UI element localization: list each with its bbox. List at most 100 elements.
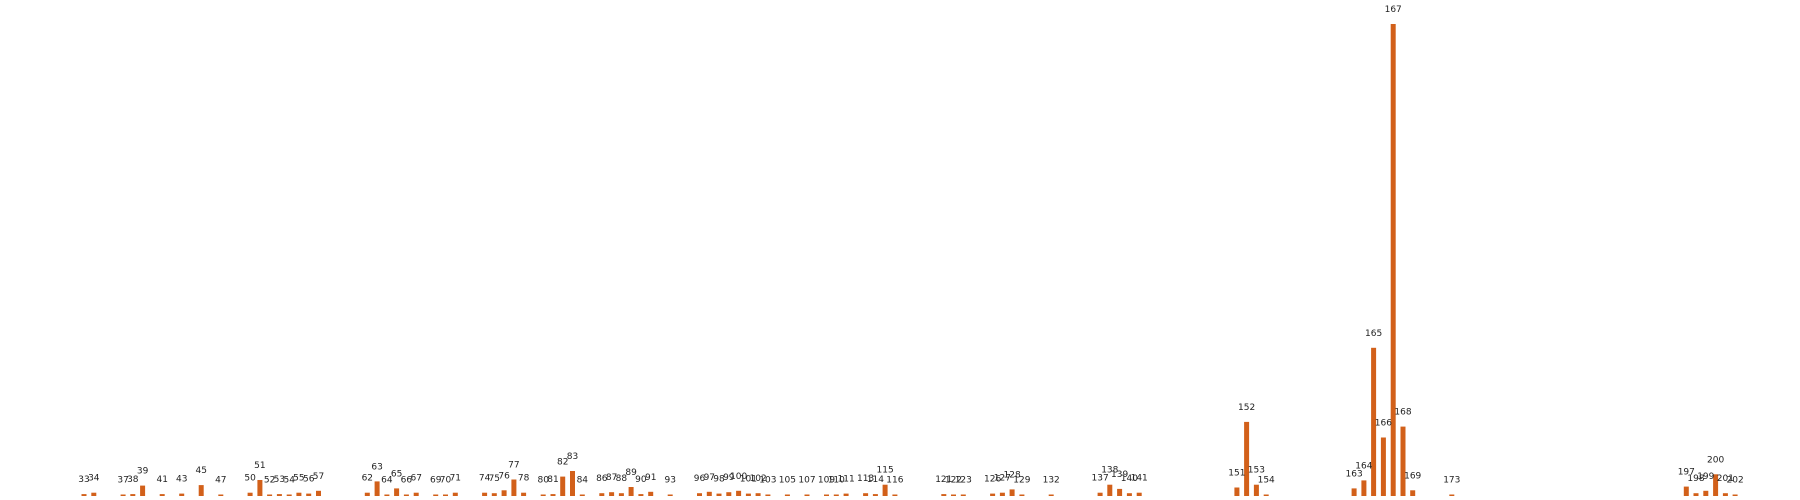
bar-label-168: 168 (1394, 408, 1411, 418)
bar-label-77: 77 (508, 461, 519, 471)
bar-label-111: 111 (838, 475, 855, 485)
bar-54 (286, 494, 292, 496)
bar-65 (394, 488, 400, 496)
bar-label-33: 33 (78, 475, 89, 485)
bar-label-151: 151 (1228, 469, 1245, 479)
bar-label-69: 69 (430, 476, 442, 486)
bar-84 (579, 494, 585, 496)
bar-label-129: 129 (1013, 476, 1030, 486)
bar-41 (159, 494, 165, 496)
bar-110 (833, 494, 839, 496)
bar-label-197: 197 (1678, 468, 1695, 478)
bar-label-202: 202 (1727, 476, 1744, 486)
bar-label-62: 62 (362, 474, 373, 484)
bar-173 (1449, 494, 1455, 496)
bar-111 (843, 493, 849, 496)
bar-82 (560, 476, 566, 496)
bar-label-71: 71 (450, 474, 461, 484)
bar-45 (198, 485, 204, 496)
bar-75 (491, 493, 497, 496)
bar-122 (951, 494, 956, 496)
bar-label-45: 45 (195, 466, 206, 476)
bar-77 (511, 479, 517, 496)
bar-103 (765, 494, 771, 496)
bar-62 (364, 492, 370, 496)
bar-label-67: 67 (410, 474, 421, 484)
bar-label-39: 39 (137, 467, 149, 477)
bar-label-98: 98 (713, 475, 725, 485)
bar-39 (140, 485, 146, 496)
bar-label-123: 123 (955, 476, 972, 486)
bar-76 (501, 490, 507, 496)
bar-88 (618, 493, 624, 496)
bar-81 (550, 494, 556, 496)
bar-label-75: 75 (489, 474, 500, 484)
bar-141 (1136, 492, 1142, 496)
bar-label-107: 107 (798, 476, 815, 486)
bar-label-52: 52 (264, 476, 275, 486)
bar-label-200: 200 (1707, 455, 1724, 465)
bar-70 (443, 494, 448, 496)
bar-label-99: 99 (723, 473, 735, 483)
bar-163 (1351, 488, 1357, 496)
bar-label-105: 105 (779, 476, 796, 486)
bar-129 (1019, 494, 1025, 496)
bar-200 (1713, 474, 1719, 496)
bar-63 (374, 481, 380, 496)
bar-label-43: 43 (176, 475, 187, 485)
bar-label-113: 113 (857, 474, 874, 484)
bar-label-56: 56 (303, 475, 315, 485)
bar-label-165: 165 (1365, 329, 1382, 339)
bar-197 (1683, 486, 1689, 496)
bar-label-91: 91 (645, 473, 656, 483)
bar-164 (1361, 480, 1367, 496)
bar-label-84: 84 (577, 476, 589, 486)
bar-label-74: 74 (479, 474, 491, 484)
bar-label-88: 88 (616, 474, 628, 484)
bar-102 (755, 493, 761, 496)
bar-label-127: 127 (994, 474, 1011, 484)
bar-98 (716, 493, 722, 496)
bar-71 (452, 492, 458, 496)
bar-121 (941, 494, 947, 496)
bar-label-201: 201 (1717, 474, 1734, 484)
bar-label-37: 37 (117, 476, 128, 486)
bar-86 (599, 493, 605, 496)
bar-114 (872, 494, 878, 496)
bar-66 (403, 494, 409, 496)
bar-99 (726, 492, 732, 496)
bar-199 (1703, 490, 1709, 496)
bar-93 (667, 494, 673, 496)
bar-67 (413, 492, 419, 496)
bar-87 (609, 492, 615, 496)
bar-83 (570, 471, 575, 496)
bar-label-128: 128 (1004, 470, 1021, 480)
bar-label-38: 38 (127, 475, 139, 485)
bar-198 (1693, 493, 1699, 496)
bar-label-167: 167 (1385, 5, 1402, 15)
bar-label-132: 132 (1043, 476, 1060, 486)
bar-label-57: 57 (313, 472, 324, 482)
bar-label-173: 173 (1443, 476, 1460, 486)
bar-107 (804, 494, 810, 496)
bar-128 (1009, 489, 1015, 496)
bar-label-76: 76 (498, 471, 510, 481)
bar-166 (1380, 437, 1386, 496)
bar-127 (999, 492, 1005, 496)
bar-label-100: 100 (730, 472, 747, 482)
bar-label-103: 103 (759, 476, 776, 486)
bar-label-164: 164 (1355, 461, 1372, 471)
bar-label-126: 126 (984, 475, 1001, 485)
bar-47 (218, 494, 224, 496)
bar-90 (638, 494, 644, 496)
bar-label-163: 163 (1346, 469, 1363, 479)
bar-80 (540, 494, 546, 496)
bar-43 (179, 493, 185, 496)
bar-64 (384, 494, 390, 496)
bar-label-53: 53 (274, 475, 285, 485)
bar-38 (130, 494, 136, 496)
bar-label-115: 115 (877, 466, 894, 476)
bar-label-55: 55 (293, 474, 304, 484)
